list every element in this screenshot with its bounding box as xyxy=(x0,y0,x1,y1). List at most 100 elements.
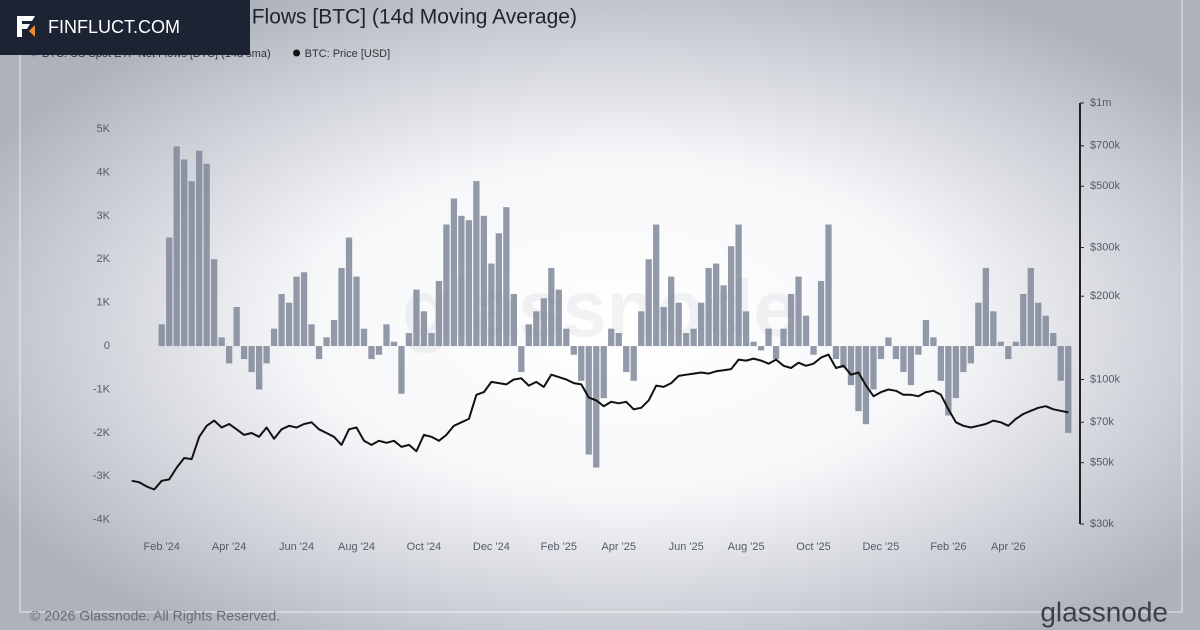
bar xyxy=(645,259,652,347)
bar xyxy=(600,346,607,399)
y-tick-label: -4K xyxy=(93,514,111,526)
bar xyxy=(218,337,225,347)
x-tick-label: Jun '25 xyxy=(669,541,704,553)
bar xyxy=(420,311,428,347)
bar xyxy=(533,311,540,347)
x-tick-label: Aug '24 xyxy=(338,541,375,553)
site-icon xyxy=(17,16,35,37)
bar xyxy=(480,215,488,347)
bar xyxy=(817,280,825,347)
bar xyxy=(930,337,937,347)
x-tick-label: Apr '25 xyxy=(601,541,636,553)
bar xyxy=(338,267,345,347)
bar xyxy=(787,293,795,347)
bar xyxy=(967,346,975,364)
bar xyxy=(653,224,660,347)
x-tick-label: Apr '26 xyxy=(991,541,1026,553)
x-tick-label: Dec '25 xyxy=(862,541,899,553)
bar xyxy=(1005,346,1012,360)
bar xyxy=(735,224,742,347)
bar xyxy=(263,346,270,364)
bar xyxy=(840,346,847,368)
bar xyxy=(510,293,517,347)
bar xyxy=(413,289,420,347)
y-tick-label: 2K xyxy=(97,253,111,265)
bar xyxy=(166,237,173,347)
bar xyxy=(757,346,765,351)
bar xyxy=(795,276,802,347)
bar xyxy=(585,346,592,455)
bar xyxy=(907,346,915,386)
bar xyxy=(293,276,300,347)
bar xyxy=(630,346,637,381)
bar xyxy=(825,224,832,347)
bar xyxy=(390,341,398,347)
x-tick-label: Feb '24 xyxy=(144,541,180,553)
bar xyxy=(518,346,525,373)
bar xyxy=(450,198,458,347)
bar xyxy=(240,346,248,360)
bar xyxy=(802,315,810,347)
y2-tick-label: $70k xyxy=(1090,416,1114,428)
bar xyxy=(712,263,720,347)
bar xyxy=(488,263,495,347)
y2-tick-label: $100k xyxy=(1090,373,1120,385)
bar xyxy=(960,346,967,373)
legend-swatch xyxy=(293,49,301,57)
bar xyxy=(383,324,390,347)
x-tick-label: Apr '24 xyxy=(212,541,247,553)
y-tick-label: -3K xyxy=(93,470,111,482)
x-tick-label: Oct '25 xyxy=(796,541,831,553)
x-tick-label: Dec '24 xyxy=(473,541,510,553)
bar xyxy=(375,346,383,355)
bar xyxy=(285,302,293,347)
bar xyxy=(555,289,562,347)
bar xyxy=(705,267,712,347)
bar xyxy=(188,181,195,347)
site-icon-accent xyxy=(29,25,35,37)
bar xyxy=(540,298,547,347)
y2-tick-label: $30k xyxy=(1090,518,1114,530)
bar xyxy=(1042,315,1049,347)
y-tick-label: 0 xyxy=(104,340,110,352)
price-line xyxy=(131,353,1069,491)
bar xyxy=(308,324,315,347)
bar xyxy=(772,346,780,360)
copyright: © 2026 Glassnode. All Rights Reserved. xyxy=(30,608,280,624)
y-tick-label: -2K xyxy=(93,427,111,439)
bar xyxy=(937,346,945,381)
bar xyxy=(503,207,510,347)
bar xyxy=(1065,346,1072,433)
bar xyxy=(997,341,1004,347)
bar xyxy=(832,346,840,360)
bar xyxy=(750,341,757,347)
bar xyxy=(443,224,450,347)
y2-tick-label: $700k xyxy=(1090,140,1120,152)
bar xyxy=(398,346,405,394)
bar xyxy=(255,346,263,390)
bar xyxy=(211,259,218,347)
bar xyxy=(233,306,240,347)
bar xyxy=(668,276,675,347)
bar xyxy=(727,246,735,347)
bar xyxy=(315,346,323,360)
bar xyxy=(593,346,600,468)
x-tick-label: Feb '26 xyxy=(930,541,966,553)
site-banner xyxy=(0,0,250,55)
bar xyxy=(458,215,465,347)
x-tick-label: Feb '25 xyxy=(541,541,577,553)
bar xyxy=(270,328,278,347)
bar xyxy=(1035,302,1042,347)
bar xyxy=(158,324,165,347)
bar xyxy=(353,276,360,347)
x-tick-label: Aug '25 xyxy=(728,541,765,553)
bar xyxy=(870,346,877,390)
site-name: FINFLUCT.COM xyxy=(48,17,180,37)
bar xyxy=(495,233,503,347)
bar xyxy=(915,346,922,355)
bar xyxy=(855,346,862,412)
bar xyxy=(975,302,982,347)
bar xyxy=(428,333,435,347)
bar xyxy=(1020,293,1027,347)
bar xyxy=(780,328,787,347)
